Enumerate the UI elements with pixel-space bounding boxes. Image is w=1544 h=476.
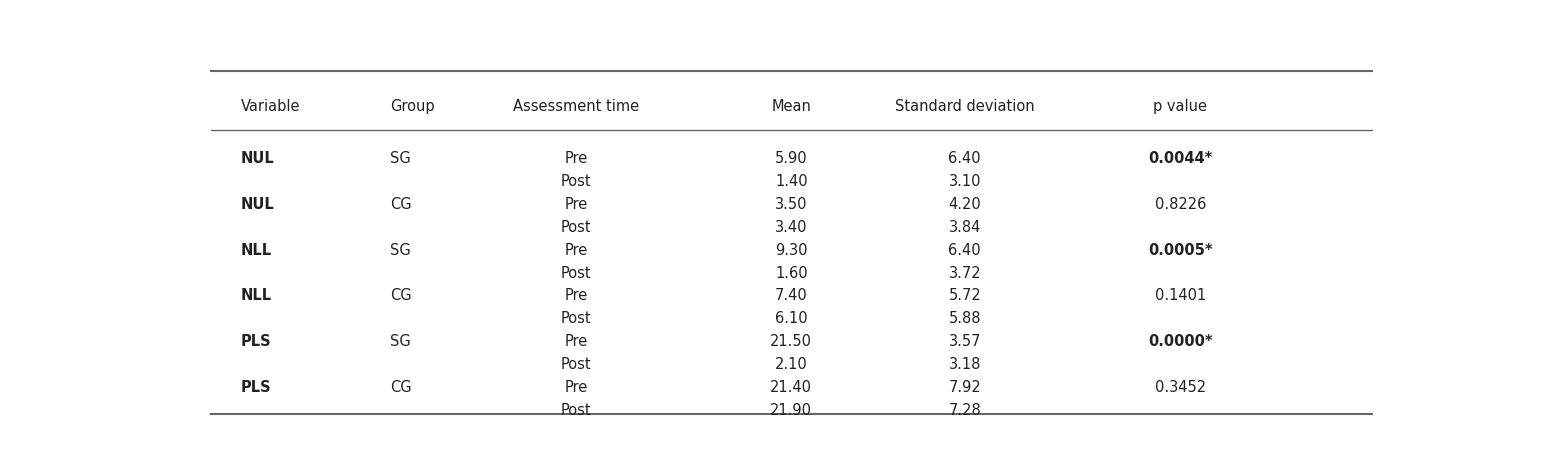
Text: 21.40: 21.40 xyxy=(770,379,812,395)
Text: Pre: Pre xyxy=(564,379,588,395)
Text: 3.84: 3.84 xyxy=(948,219,980,234)
Text: Standard deviation: Standard deviation xyxy=(896,99,1034,114)
Text: 1.40: 1.40 xyxy=(775,173,808,188)
Text: Post: Post xyxy=(560,357,591,372)
Text: 0.1401: 0.1401 xyxy=(1155,288,1206,303)
Text: 5.72: 5.72 xyxy=(948,288,980,303)
Text: Mean: Mean xyxy=(772,99,811,114)
Text: 21.90: 21.90 xyxy=(770,402,812,417)
Text: 6.40: 6.40 xyxy=(948,242,980,257)
Text: 2.10: 2.10 xyxy=(775,357,808,372)
Text: 3.72: 3.72 xyxy=(948,265,980,280)
Text: Post: Post xyxy=(560,311,591,326)
Text: Pre: Pre xyxy=(564,150,588,165)
Text: Group: Group xyxy=(391,99,435,114)
Text: Pre: Pre xyxy=(564,242,588,257)
Text: 3.18: 3.18 xyxy=(948,357,980,372)
Text: 7.28: 7.28 xyxy=(948,402,980,417)
Text: 7.92: 7.92 xyxy=(948,379,980,395)
Text: 3.50: 3.50 xyxy=(775,196,808,211)
Text: 9.30: 9.30 xyxy=(775,242,808,257)
Text: NLL: NLL xyxy=(241,242,272,257)
Text: 21.50: 21.50 xyxy=(770,334,812,348)
Text: 0.0005*: 0.0005* xyxy=(1147,242,1212,257)
Text: 6.10: 6.10 xyxy=(775,311,808,326)
Text: Assessment time: Assessment time xyxy=(513,99,639,114)
Text: Post: Post xyxy=(560,219,591,234)
Text: 3.40: 3.40 xyxy=(775,219,808,234)
Text: 0.0044*: 0.0044* xyxy=(1149,150,1212,165)
Text: 7.40: 7.40 xyxy=(775,288,808,303)
Text: Post: Post xyxy=(560,402,591,417)
Text: SG: SG xyxy=(391,150,411,165)
Text: 0.3452: 0.3452 xyxy=(1155,379,1206,395)
Text: 5.90: 5.90 xyxy=(775,150,808,165)
Text: p value: p value xyxy=(1153,99,1207,114)
Text: CG: CG xyxy=(391,379,412,395)
Text: NUL: NUL xyxy=(241,196,275,211)
Text: Variable: Variable xyxy=(241,99,301,114)
Text: NLL: NLL xyxy=(241,288,272,303)
Text: 0.0000*: 0.0000* xyxy=(1147,334,1212,348)
Text: SG: SG xyxy=(391,334,411,348)
Text: Pre: Pre xyxy=(564,288,588,303)
Text: 4.20: 4.20 xyxy=(948,196,980,211)
Text: PLS: PLS xyxy=(241,379,272,395)
Text: SG: SG xyxy=(391,242,411,257)
Text: NUL: NUL xyxy=(241,150,275,165)
Text: Pre: Pre xyxy=(564,334,588,348)
Text: 5.88: 5.88 xyxy=(948,311,980,326)
Text: 3.57: 3.57 xyxy=(948,334,980,348)
Text: Pre: Pre xyxy=(564,196,588,211)
Text: 1.60: 1.60 xyxy=(775,265,808,280)
Text: Post: Post xyxy=(560,173,591,188)
Text: PLS: PLS xyxy=(241,334,272,348)
Text: CG: CG xyxy=(391,196,412,211)
Text: 6.40: 6.40 xyxy=(948,150,980,165)
Text: CG: CG xyxy=(391,288,412,303)
Text: 0.8226: 0.8226 xyxy=(1155,196,1206,211)
Text: Post: Post xyxy=(560,265,591,280)
Text: 3.10: 3.10 xyxy=(948,173,980,188)
